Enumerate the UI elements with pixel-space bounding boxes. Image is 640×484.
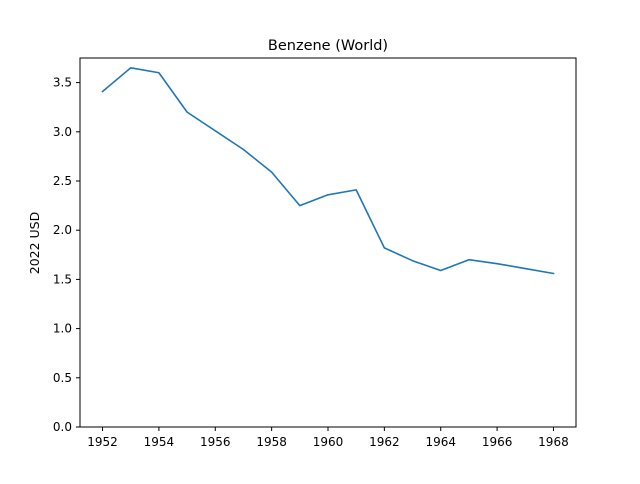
x-tick-label: 1954: [144, 435, 175, 449]
x-axis-ticks: 1952 1954 1956 1958 1960 1962 1964 1966 1968: [87, 427, 569, 449]
x-tick-label: 1960: [313, 435, 344, 449]
y-axis-ticks: 0.0 0.5 1.0 1.5 2.0 2.5 3.0 3.5: [53, 76, 80, 434]
x-tick-label: 1962: [369, 435, 400, 449]
y-tick-label: 3.5: [53, 76, 72, 90]
y-tick-label: 0.5: [53, 371, 72, 385]
plot-area-frame: [79, 57, 577, 428]
y-tick-label: 3.0: [53, 125, 72, 139]
x-tick-label: 1952: [87, 435, 118, 449]
y-tick-label: 2.5: [53, 174, 72, 188]
x-tick-label: 1966: [482, 435, 513, 449]
series-line: [101, 67, 555, 275]
y-tick-label: 0.0: [53, 420, 72, 434]
y-tick-label: 1.0: [53, 322, 72, 336]
y-tick-label: 1.5: [53, 272, 72, 286]
x-tick-label: 1964: [425, 435, 456, 449]
x-tick-label: 1958: [256, 435, 287, 449]
chart-title: Benzene (World): [268, 38, 388, 54]
series-layer: [101, 67, 555, 275]
x-tick-label: 1968: [538, 435, 569, 449]
y-axis-label: 2022 USD: [27, 212, 42, 275]
x-tick-label: 1956: [200, 435, 231, 449]
y-tick-label: 2.0: [53, 223, 72, 237]
